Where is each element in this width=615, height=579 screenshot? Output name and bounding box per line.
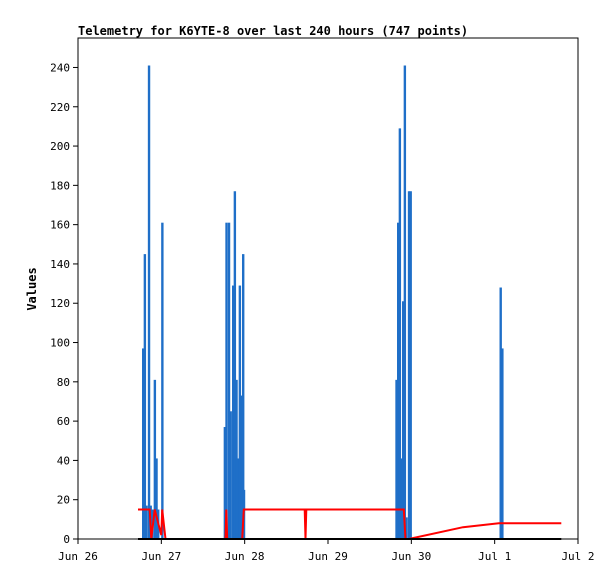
y-tick-label: 160 xyxy=(50,219,70,232)
x-tick-label: Jun 26 xyxy=(58,550,98,563)
telemetry-bar xyxy=(397,222,400,539)
telemetry-bar xyxy=(402,301,405,539)
telemetry-bar xyxy=(223,427,227,539)
telemetry-bar xyxy=(145,505,148,539)
telemetry-bar xyxy=(143,254,147,539)
x-axis: Jun 26 Jun 27 Jun 28 Jun 29 Jun 30 Jul 1 Jul 2 xyxy=(58,539,595,563)
telemetry-bar xyxy=(229,411,232,539)
telemetry-bar xyxy=(142,348,145,539)
y-tick-label: 120 xyxy=(50,297,70,310)
y-tick-label: 200 xyxy=(50,140,70,153)
telemetry-bar xyxy=(407,191,411,539)
telemetry-bar xyxy=(395,379,398,539)
telemetry-bar xyxy=(403,65,407,539)
y-axis: 0 20 40 60 80 100 120 140 160 180 200 220 240 xyxy=(50,61,78,546)
telemetry-bar xyxy=(242,254,245,539)
telemetry-bar xyxy=(155,458,158,539)
telemetry-bar xyxy=(235,379,238,539)
telemetry-bar xyxy=(237,458,240,539)
telemetry-bar xyxy=(147,65,151,539)
x-tick-label: Jun 28 xyxy=(225,550,265,563)
y-tick-label: 240 xyxy=(50,61,70,74)
telemetry-bar xyxy=(153,379,157,539)
y-tick-label: 20 xyxy=(57,494,70,507)
x-tick-label: Jul 1 xyxy=(478,550,511,563)
line-series xyxy=(138,508,562,540)
telemetry-bar xyxy=(405,517,408,539)
y-tick-label: 60 xyxy=(57,415,70,428)
telemetry-bar xyxy=(161,222,164,539)
chart-title: Telemetry for K6YTE-8 over last 240 hour… xyxy=(78,24,469,38)
telemetry-bar xyxy=(225,222,228,539)
telemetry-bar xyxy=(233,191,237,539)
telemetry-bar xyxy=(227,222,231,539)
y-tick-label: 100 xyxy=(50,337,70,350)
y-tick-label: 140 xyxy=(50,258,70,271)
y-tick-label: 220 xyxy=(50,101,70,114)
x-tick-label: Jun 30 xyxy=(391,550,431,563)
telemetry-bar xyxy=(240,395,243,539)
y-tick-label: 80 xyxy=(57,376,70,389)
telemetry-series-line xyxy=(138,508,562,540)
bar-series xyxy=(142,65,504,539)
telemetry-bar xyxy=(501,348,504,539)
x-tick-label: Jul 2 xyxy=(561,550,594,563)
x-tick-label: Jun 29 xyxy=(308,550,348,563)
y-tick-label: 180 xyxy=(50,179,70,192)
y-tick-label: 40 xyxy=(57,454,70,467)
telemetry-bar xyxy=(238,285,242,539)
y-axis-label: Values xyxy=(25,267,39,310)
x-tick-label: Jun 27 xyxy=(141,550,181,563)
telemetry-bar xyxy=(409,191,412,539)
telemetry-bar xyxy=(499,287,502,539)
telemetry-bar xyxy=(398,128,402,539)
telemetry-bar xyxy=(400,458,403,539)
y-tick-label: 0 xyxy=(63,533,70,546)
telemetry-bar xyxy=(232,285,235,539)
